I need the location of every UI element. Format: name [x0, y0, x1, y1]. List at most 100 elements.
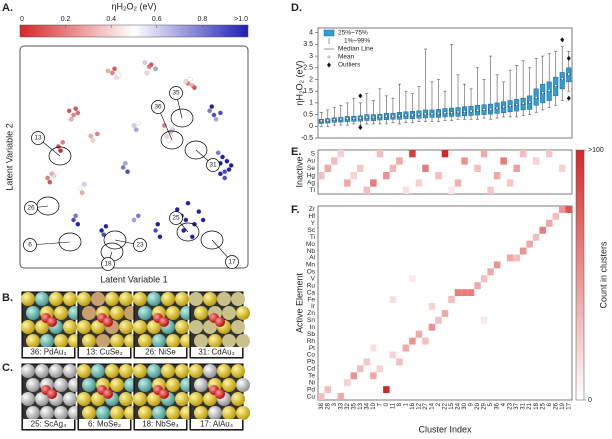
x-axis-label: Latent Variable 1 — [100, 274, 167, 284]
structure-label: 6: MoSe₂ — [88, 420, 121, 429]
heatmap-cell — [467, 289, 475, 297]
atom — [63, 364, 77, 378]
atom — [161, 364, 175, 378]
atom — [47, 389, 57, 399]
scatter-point — [222, 169, 228, 175]
atom — [119, 292, 133, 306]
annotation-badge — [151, 100, 165, 114]
scatter-point — [153, 66, 158, 72]
annotation-badge — [225, 255, 239, 269]
y-tick-label: 0 — [309, 123, 313, 130]
x-tick-label: 32 — [345, 402, 351, 409]
heatmap-cell — [435, 316, 442, 324]
heatmap-cell — [376, 150, 384, 158]
atom — [175, 320, 189, 334]
heatmap-cell — [402, 186, 410, 194]
annotation-label: 26 — [27, 205, 35, 212]
mean — [443, 111, 447, 114]
colorbar-tick-label: 0 — [588, 397, 592, 404]
mean — [352, 117, 355, 120]
mean — [385, 115, 388, 118]
heatmap-cell — [532, 233, 540, 241]
atom — [138, 334, 152, 348]
cluster-outline — [184, 140, 208, 160]
heatmap-cell — [357, 365, 364, 373]
cluster-outline — [103, 230, 127, 250]
mean — [333, 118, 336, 121]
x-tick-label: 5 — [488, 402, 494, 406]
heatmap-cell — [318, 393, 325, 400]
heatmap-cell — [480, 316, 488, 324]
heatmap-cell — [422, 337, 429, 345]
scatter-point — [157, 234, 163, 240]
annotation-badge — [23, 238, 37, 252]
atom — [215, 389, 225, 399]
scatter-point — [94, 131, 100, 137]
heatmap-cell — [363, 186, 371, 194]
mean — [535, 96, 538, 99]
atom — [222, 306, 236, 320]
heatmap-cell — [448, 186, 455, 194]
atom — [77, 392, 91, 406]
x-tick-label: 29 — [482, 402, 488, 409]
scatter-point — [73, 213, 78, 219]
atom — [189, 392, 203, 406]
atom — [166, 334, 180, 348]
label-bg — [79, 347, 130, 357]
row-label: Hf — [309, 213, 316, 220]
row-label: Pb — [307, 359, 315, 366]
label-bg — [191, 347, 242, 357]
scatter-point — [105, 68, 111, 74]
atom — [54, 378, 68, 392]
atom — [208, 334, 222, 348]
x-tick-label: 27 — [423, 402, 429, 409]
colorbar-tick-label: 0 — [20, 16, 24, 23]
annotation-label: 6 — [28, 242, 32, 249]
atom — [217, 364, 231, 378]
legend-label: Mean — [338, 54, 355, 61]
mean — [359, 116, 362, 120]
atom — [166, 306, 180, 320]
heatmap-cell — [376, 365, 384, 373]
heatmap-cell — [318, 172, 325, 180]
row-label: Pd — [307, 386, 315, 393]
heatmap-cell — [441, 309, 449, 317]
colorbar — [575, 149, 585, 401]
heatmap-cell — [545, 219, 553, 227]
atom — [54, 406, 68, 420]
mean — [391, 115, 395, 118]
legend-swatch — [327, 55, 331, 59]
x-tick-label: 0 — [384, 402, 390, 406]
atom — [152, 334, 166, 348]
atom — [47, 317, 57, 327]
heatmap-cell — [519, 247, 527, 255]
atom — [49, 364, 63, 378]
scatter-point — [211, 112, 217, 118]
atom — [194, 406, 208, 420]
x-tick-label: 4 — [501, 402, 507, 406]
x-tick-label: 23 — [508, 402, 514, 409]
atom — [152, 406, 166, 420]
scatter-point — [218, 171, 223, 177]
scatter-point — [144, 70, 150, 76]
x-tick-label: 13 — [358, 402, 364, 409]
mean — [567, 72, 570, 76]
mean — [450, 111, 453, 114]
heatmap-cell — [396, 358, 403, 366]
structure-label: 36: PdAu₃ — [30, 348, 66, 357]
heatmap-cell — [532, 157, 540, 165]
atom — [63, 320, 77, 334]
heatmap-cell — [513, 164, 520, 172]
atom — [138, 378, 152, 392]
row-label: Se — [307, 165, 315, 172]
panel-label: C. — [2, 362, 13, 374]
label-bg — [135, 419, 186, 429]
heatmap-cell — [526, 240, 533, 248]
atom — [49, 292, 63, 306]
y-tick-label: 2 — [309, 76, 313, 83]
y-tick-label: -0.5 — [301, 135, 313, 142]
x-tick-label: 35 — [351, 402, 357, 409]
legend-label: 1%~99% — [344, 38, 370, 45]
heatmap-cell — [500, 157, 507, 165]
y-tick-label: 1.5 — [303, 88, 313, 95]
